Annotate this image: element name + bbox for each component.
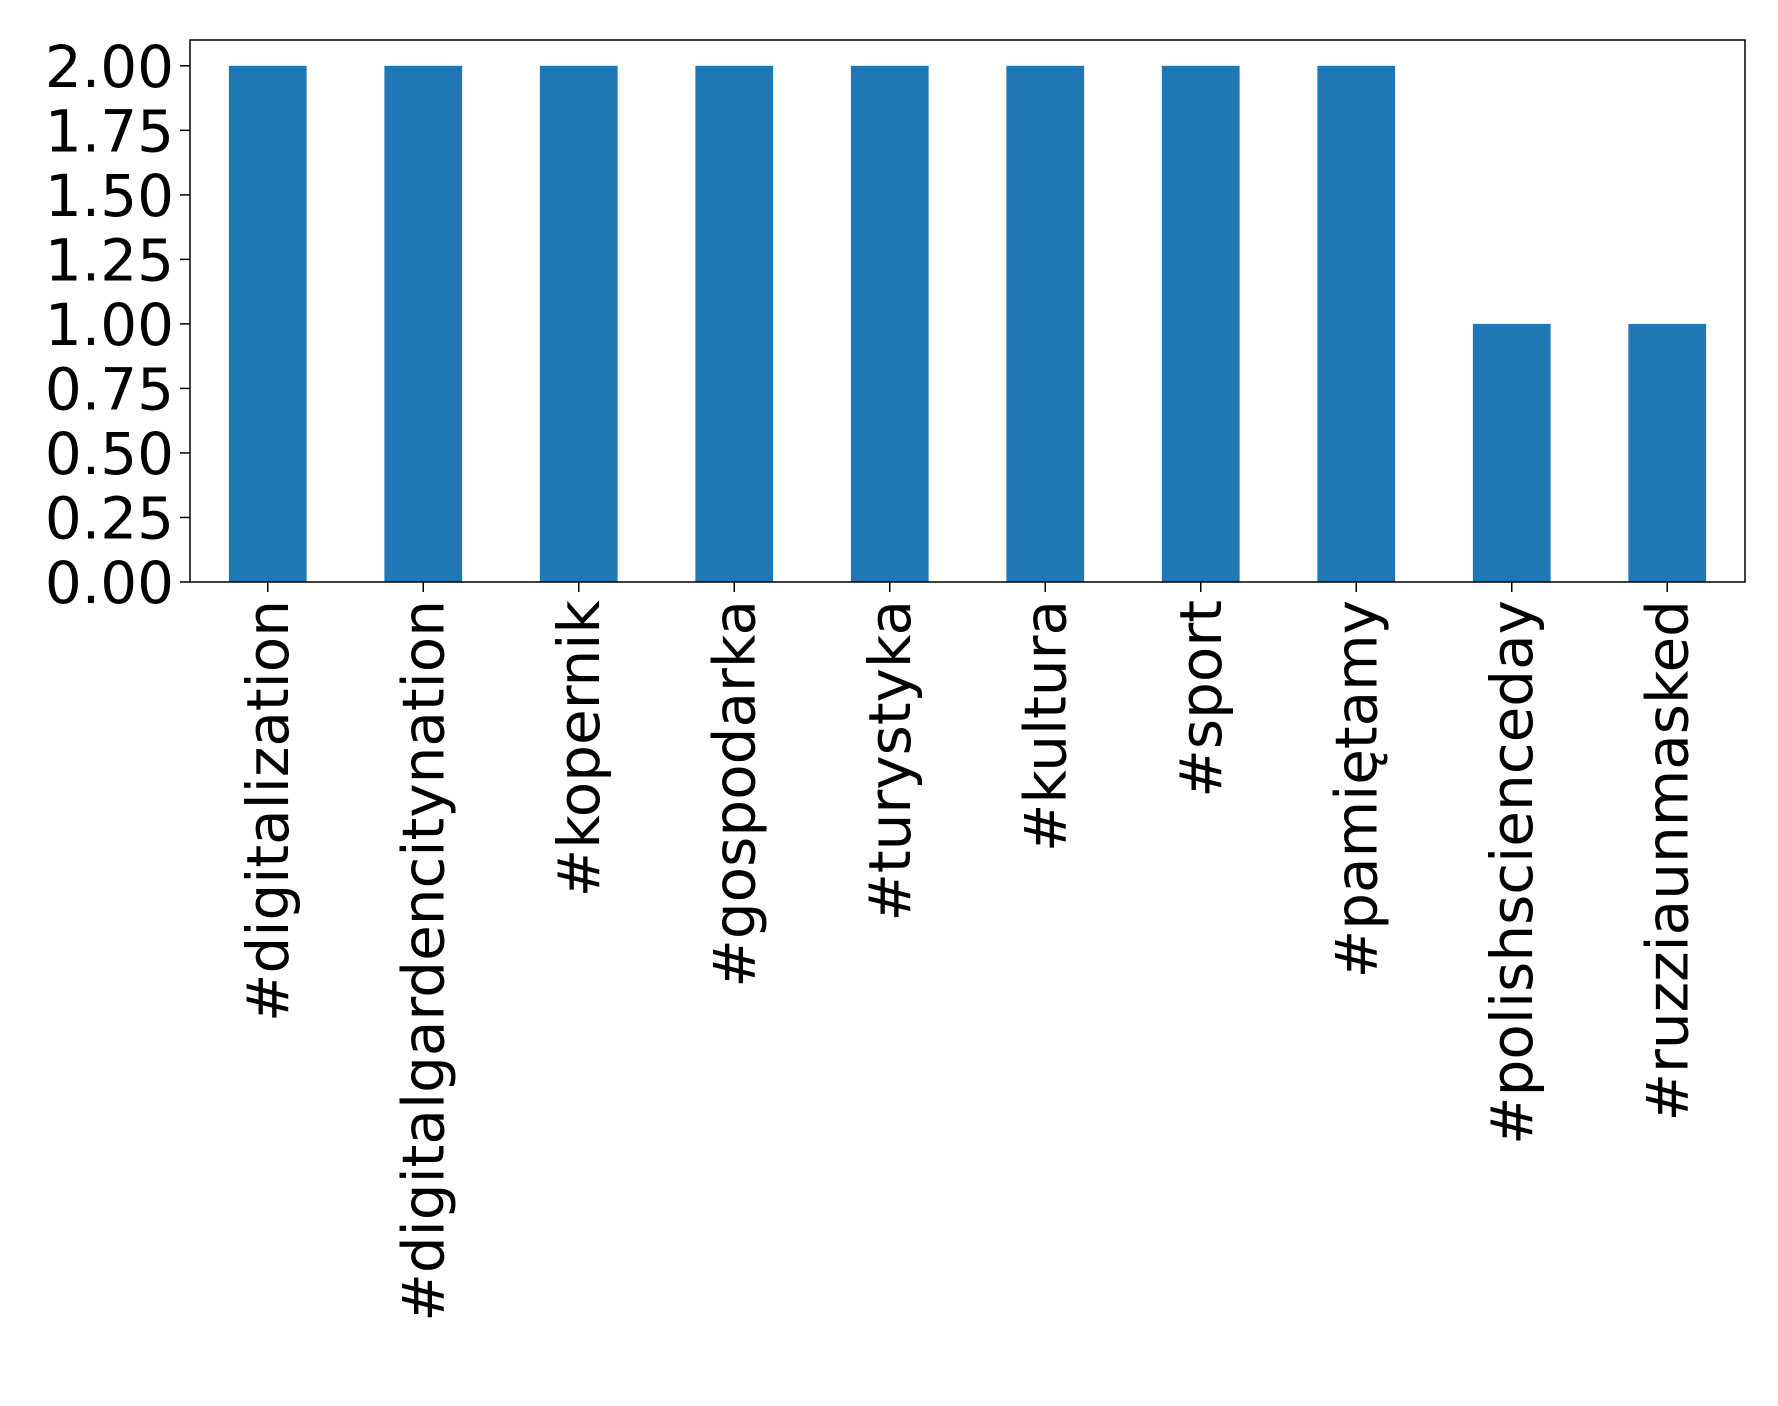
y-tick-label: 2.00 xyxy=(45,33,174,101)
plot-frame xyxy=(189,39,1746,583)
x-tick-label: #turystyka xyxy=(856,600,924,922)
bar-polishscienceday xyxy=(1472,323,1551,582)
bar-kultura xyxy=(1006,65,1085,583)
y-tick-label: 0.25 xyxy=(45,484,174,552)
x-tick-label: #gospodarka xyxy=(700,600,768,988)
x-tick-label: #pamiętamy xyxy=(1322,600,1390,978)
bar-turystyka xyxy=(850,65,929,583)
bar-ruzziaunmasked xyxy=(1628,323,1707,582)
x-axis: #digitalization #digitalgardencitynation #… xyxy=(234,582,1701,1322)
bar-kopernik xyxy=(539,65,618,583)
x-tick-label: #kultura xyxy=(1011,600,1079,852)
y-tick-label: 1.00 xyxy=(45,291,174,359)
bar-sport xyxy=(1161,65,1240,583)
y-tick-label: 0.50 xyxy=(45,420,174,488)
bar-digitalization xyxy=(228,65,307,583)
x-tick-label: #digitalization xyxy=(234,600,302,1022)
x-tick-label: #sport xyxy=(1167,600,1235,798)
bar-pamiętamy xyxy=(1317,65,1396,583)
y-axis: 0.000.250.500.751.001.251.501.752.00 xyxy=(45,33,190,617)
y-tick-label: 0.00 xyxy=(45,549,174,617)
y-tick-label: 1.50 xyxy=(45,162,174,230)
x-tick-label: #ruzziaunmasked xyxy=(1633,600,1701,1122)
y-tick-label: 0.75 xyxy=(45,355,174,423)
x-tick-label: #digitalgardencitynation xyxy=(389,600,457,1322)
y-tick-label: 1.75 xyxy=(45,97,174,165)
x-tick-label: #kopernik xyxy=(545,600,613,898)
bar-digitalgardencitynation xyxy=(384,65,463,583)
bars-group xyxy=(228,65,1707,583)
y-tick-label: 1.25 xyxy=(45,226,174,294)
bar-gospodarka xyxy=(695,65,774,583)
x-tick-label: #polishscienceday xyxy=(1478,600,1546,1145)
